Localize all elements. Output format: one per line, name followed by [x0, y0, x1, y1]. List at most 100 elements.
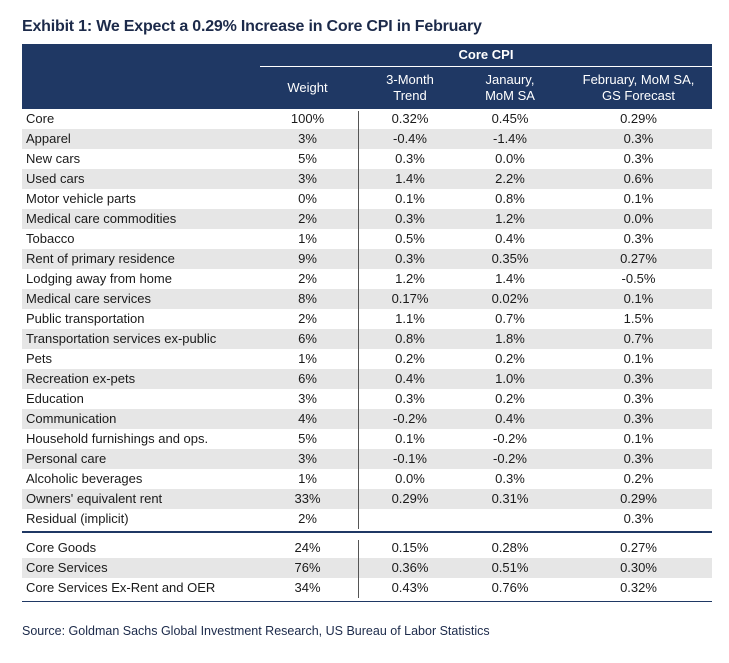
table-row: Rent of primary residence 9% 0.3% 0.35% 0.27…: [22, 249, 712, 269]
cell-jan: 0.35%: [491, 251, 529, 266]
cell-trend: 0.3%: [395, 211, 425, 226]
summary-body: Core Goods 24% 0.15% 0.28% 0.27% Core Service…: [22, 538, 712, 598]
cell-weight: 3%: [298, 131, 317, 146]
source-note: Source: Goldman Sachs Global Investment …: [22, 624, 490, 638]
cell-weight: 5%: [298, 151, 317, 166]
table-row: Owners' equivalent rent 33% 0.29% 0.31% 0.29…: [22, 489, 712, 509]
table-row: Household furnishings and ops. 5% 0.1% -0.2…: [22, 429, 712, 449]
group-header-core-cpi: Core CPI: [458, 47, 514, 62]
table-row: Tobacco 1% 0.5% 0.4% 0.3%: [22, 229, 712, 249]
cell-trend: 1.1%: [395, 311, 425, 326]
cell-jan: 1.4%: [495, 271, 525, 286]
cell-name: Motor vehicle parts: [26, 191, 136, 206]
cell-trend: 0.4%: [395, 371, 425, 386]
cell-weight: 6%: [298, 331, 317, 346]
cell-weight: 4%: [298, 411, 317, 426]
table-row: Apparel 3% -0.4% -1.4% 0.3%: [22, 129, 712, 149]
cell-weight: 0%: [298, 191, 317, 206]
cell-weight: 24%: [294, 540, 321, 555]
cell-feb: 0.3%: [623, 151, 654, 166]
cell-name: Medical care commodities: [26, 211, 177, 226]
cell-name: Household furnishings and ops.: [26, 431, 209, 446]
cell-weight: 9%: [298, 251, 317, 266]
cell-feb: 0.0%: [623, 211, 654, 226]
cell-weight: 3%: [298, 171, 317, 186]
cell-name: Alcoholic beverages: [26, 471, 143, 486]
cell-feb: 0.29%: [620, 111, 657, 126]
cell-trend: 0.0%: [395, 471, 425, 486]
cell-feb: 0.7%: [623, 331, 654, 346]
cell-jan: 0.3%: [495, 471, 525, 486]
cell-name: Education: [26, 391, 84, 406]
column-header-january: Janaury, MoM SA: [455, 68, 565, 108]
cell-feb: -0.5%: [621, 271, 656, 286]
table-row: Medical care services 8% 0.17% 0.02% 0.1%: [22, 289, 712, 309]
table-row: Core Goods 24% 0.15% 0.28% 0.27%: [22, 538, 712, 558]
cell-name: Core Services: [26, 560, 108, 575]
cell-weight: 8%: [298, 291, 317, 306]
cell-jan: 0.8%: [495, 191, 525, 206]
cell-feb: 0.2%: [623, 471, 654, 486]
table-row: Used cars 3% 1.4% 2.2% 0.6%: [22, 169, 712, 189]
cell-jan: 0.31%: [491, 491, 529, 506]
cell-trend: 1.4%: [395, 171, 425, 186]
column-header-weight-label: Weight: [287, 80, 328, 95]
table-row: Residual (implicit) 2% 0.3%: [22, 509, 712, 529]
table-row: Alcoholic beverages 1% 0.0% 0.3% 0.2%: [22, 469, 712, 489]
cell-trend: 0.29%: [391, 491, 429, 506]
cell-trend: 0.2%: [395, 351, 425, 366]
cell-weight: 1%: [298, 351, 317, 366]
cell-weight: 6%: [298, 371, 317, 386]
cell-jan: 0.02%: [491, 291, 529, 306]
cell-trend: -0.1%: [393, 451, 427, 466]
cell-name: Core Goods: [26, 540, 97, 555]
table-row: Core 100% 0.32% 0.45% 0.29%: [22, 109, 712, 129]
cell-weight: 3%: [298, 391, 317, 406]
cell-name: Core: [26, 111, 55, 126]
cell-trend: 0.8%: [395, 331, 425, 346]
cell-feb: 0.32%: [620, 580, 657, 595]
cell-feb: 1.5%: [623, 311, 654, 326]
cell-jan: 0.2%: [495, 391, 525, 406]
cell-jan: 1.2%: [495, 211, 525, 226]
table-row: Motor vehicle parts 0% 0.1% 0.8% 0.1%: [22, 189, 712, 209]
table-header: Core CPI Weight 3-Month Trend Janaury, M…: [22, 44, 712, 109]
cpi-table: Core CPI Weight 3-Month Trend Janaury, M…: [22, 44, 712, 602]
cell-trend: 0.5%: [395, 231, 425, 246]
cell-trend: 0.1%: [395, 191, 425, 206]
cell-weight: 2%: [298, 311, 317, 326]
cell-feb: 0.30%: [620, 560, 657, 575]
table-row: Lodging away from home 2% 1.2% 1.4% -0.5%: [22, 269, 712, 289]
cell-jan: 1.8%: [495, 331, 525, 346]
cell-name: Transportation services ex-public: [26, 331, 217, 346]
cell-feb: 0.3%: [623, 451, 654, 466]
column-header-trend-label: 3-Month Trend: [386, 72, 434, 103]
cell-weight: 1%: [298, 231, 317, 246]
cell-weight: 2%: [298, 211, 317, 226]
cell-name: Owners' equivalent rent: [26, 491, 163, 506]
cell-feb: 0.3%: [623, 411, 654, 426]
cell-jan: 0.76%: [491, 580, 529, 595]
cell-jan: 0.2%: [495, 351, 525, 366]
cell-trend: 0.3%: [395, 251, 425, 266]
table-row: Communication 4% -0.2% 0.4% 0.3%: [22, 409, 712, 429]
table-body: Core 100% 0.32% 0.45% 0.29% Apparel 3% -0.4% -1.…: [22, 109, 712, 529]
cell-feb: 0.27%: [620, 251, 657, 266]
cell-name: Public transportation: [26, 311, 145, 326]
cell-trend: 0.15%: [391, 540, 429, 555]
cell-jan: 0.45%: [491, 111, 529, 126]
cell-feb: 0.3%: [623, 231, 654, 246]
column-header-trend: 3-Month Trend: [365, 68, 455, 108]
cell-name: Used cars: [26, 171, 85, 186]
cell-trend: 0.3%: [395, 151, 425, 166]
table-row: Pets 1% 0.2% 0.2% 0.1%: [22, 349, 712, 369]
cell-jan: -0.2%: [493, 431, 527, 446]
cell-feb: 0.1%: [623, 351, 654, 366]
cell-jan: 0.28%: [491, 540, 529, 555]
cell-name: New cars: [26, 151, 81, 166]
cell-name: Recreation ex-pets: [26, 371, 136, 386]
table-row: Core Services 76% 0.36% 0.51% 0.30%: [22, 558, 712, 578]
column-header-january-label: Janaury, MoM SA: [485, 72, 535, 103]
cell-weight: 1%: [298, 471, 317, 486]
column-divider: [358, 111, 359, 529]
